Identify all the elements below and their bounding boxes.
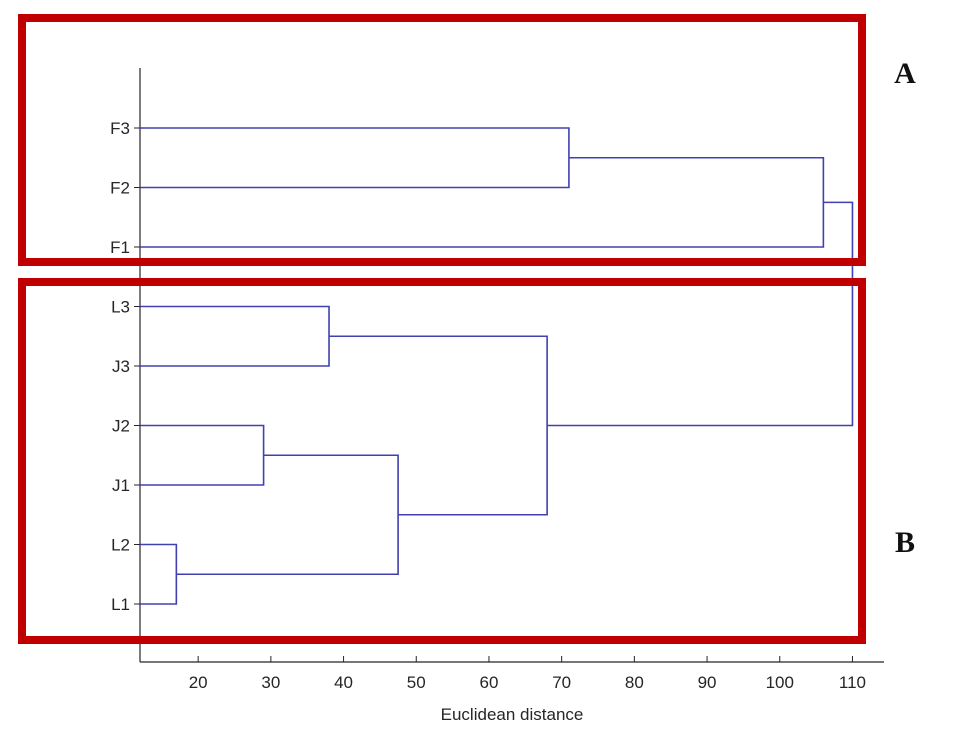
dendrogram-link xyxy=(140,305,330,367)
group-box-b xyxy=(18,278,866,644)
x-tick-label: 110 xyxy=(839,673,866,692)
dendrogram-link xyxy=(140,156,825,248)
x-tick-label: 100 xyxy=(766,673,794,692)
x-tick-label: 70 xyxy=(552,673,571,692)
x-tick-label: 40 xyxy=(334,673,353,692)
leaf-label: J2 xyxy=(112,417,130,436)
dendrogram-link xyxy=(176,454,399,576)
x-axis-title: Euclidean distance xyxy=(441,705,584,724)
leaf-label: F1 xyxy=(110,238,130,257)
dendrogram-link xyxy=(140,543,178,605)
x-tick-label: 30 xyxy=(261,673,280,692)
x-tick-label: 50 xyxy=(407,673,426,692)
group-label-a: A xyxy=(894,57,916,90)
dendrogram-link xyxy=(547,201,854,427)
leaf-label: J1 xyxy=(112,476,130,495)
leaf-label: F3 xyxy=(110,119,130,138)
dendrogram-link xyxy=(329,335,548,516)
group-box-a xyxy=(18,14,866,266)
leaf-label: F2 xyxy=(110,179,130,198)
leaf-label: J3 xyxy=(112,357,130,376)
x-tick-label: 80 xyxy=(625,673,644,692)
x-tick-label: 60 xyxy=(479,673,498,692)
leaf-label: L3 xyxy=(111,298,130,317)
leaf-label: L2 xyxy=(111,536,130,555)
x-tick-label: 90 xyxy=(698,673,717,692)
dendrogram-link xyxy=(140,424,265,486)
dendrogram-link xyxy=(140,127,570,189)
group-label-b: B xyxy=(895,526,915,559)
x-tick-label: 20 xyxy=(189,673,208,692)
leaf-label: L1 xyxy=(111,595,130,614)
